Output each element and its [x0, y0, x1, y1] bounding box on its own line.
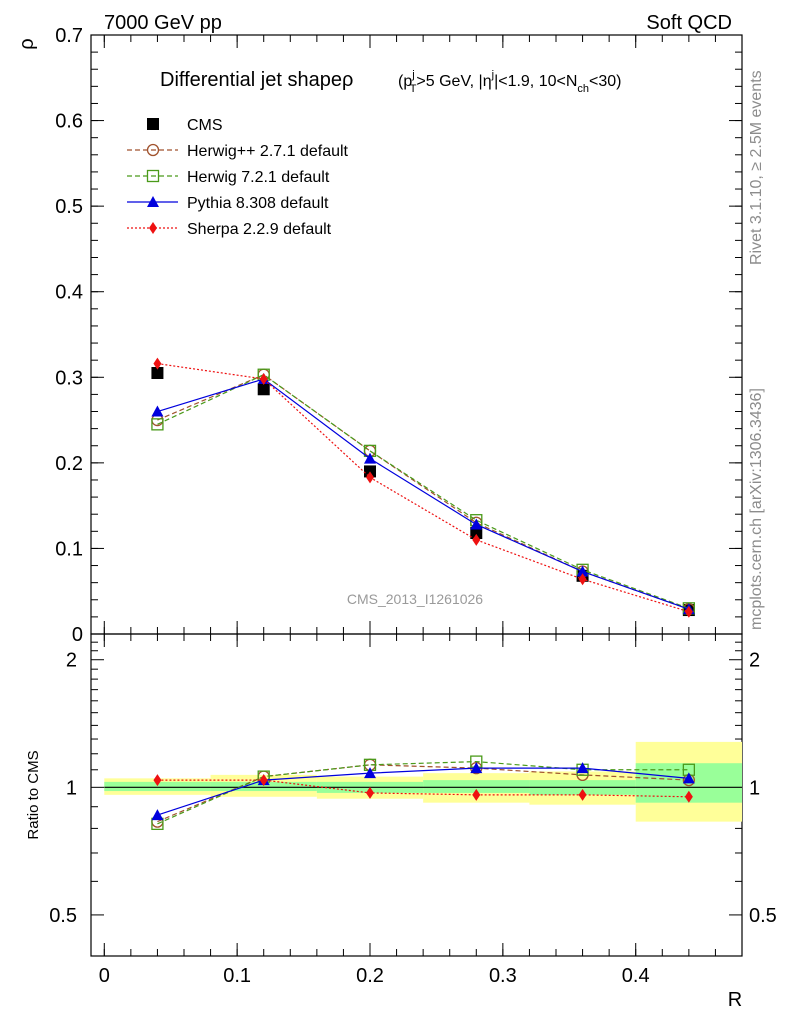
ratio-sherpa-point	[153, 774, 162, 787]
ratio-pythia-line	[157, 767, 689, 816]
main-series-group	[151, 357, 696, 618]
ratio-sherpa-line	[157, 779, 689, 798]
main-y-tick-label: 0.1	[55, 538, 83, 560]
ratio-pythia-point	[576, 762, 589, 774]
main-y-tick-label: 0.2	[55, 453, 83, 475]
ratio-y-tick-label-right: 1	[749, 777, 760, 799]
main-herwig7-point	[151, 418, 164, 431]
ratio-y-tick-label: 1	[66, 777, 77, 799]
ratio-band-inner	[210, 781, 317, 792]
legend-cms-label: CMS	[187, 117, 223, 134]
header-left: 7000 GeV pp	[104, 12, 222, 34]
ratio-sherpa-point	[366, 786, 374, 799]
ratio-y-tick-label-right: 2	[749, 650, 760, 672]
header-right: Soft QCD	[646, 12, 732, 34]
ratio-pythia-point	[151, 809, 164, 821]
ratio-pythia-point	[364, 767, 376, 779]
rivet-version-label: Rivet 3.1.10, ≥ 2.5M events	[748, 70, 765, 265]
legend-herwig7-label: Herwig 7.2.1 default	[187, 169, 330, 186]
ratio-uncertainty-bands	[104, 741, 742, 822]
ratio-pythia-point	[470, 762, 483, 774]
ratio-band-inner	[104, 781, 211, 792]
ratio-y-tick-label: 0.5	[49, 905, 77, 927]
x-tick-label: 0.1	[223, 965, 251, 987]
main-y-tick-label: 0.5	[55, 196, 83, 218]
plot-title-main: Differential jet shapeρ	[160, 69, 353, 91]
x-tick-label: 0	[99, 965, 110, 987]
ratio-sherpa-point	[472, 788, 481, 801]
main-y-tick-label: 0.3	[55, 367, 83, 389]
legend-pythia-marker	[147, 196, 159, 207]
main-cms-point	[470, 527, 483, 540]
legend-cms-marker	[147, 118, 159, 130]
ratio-y-tick-label: 2	[66, 650, 77, 672]
x-tick-label: 0.2	[356, 965, 384, 987]
legend-sherpa-marker	[149, 222, 157, 234]
main-cms-point	[257, 383, 270, 396]
mcplots-reference-label: mcplots.cern.ch [arXiv:1306.3436]	[748, 388, 765, 630]
main-y-tick-label: 0.4	[55, 282, 83, 304]
x-tick-label: 0.3	[489, 965, 517, 987]
main-cms-point	[151, 367, 164, 380]
main-pythia-point	[576, 565, 589, 577]
legend-herwigpp-label: Herwig++ 2.7.1 default	[187, 143, 349, 160]
legend: CMS Herwig++ 2.7.1 default Herwig 7.2.1 de…	[127, 117, 349, 238]
legend-pythia-label: Pythia 8.308 default	[187, 195, 329, 212]
main-sherpa-point	[472, 533, 481, 546]
main-y-tick-label: 0	[72, 624, 83, 646]
main-herwig7-line	[157, 374, 690, 609]
main-sherpa-line	[157, 363, 690, 613]
legend-sherpa-label: Sherpa 2.2.9 default	[187, 221, 332, 238]
main-sherpa-point	[259, 372, 268, 385]
main-sherpa-point	[578, 573, 587, 586]
legend-herwigpp-marker	[146, 143, 160, 157]
ratio-sherpa-point	[578, 788, 587, 801]
main-herwigpp-line	[157, 374, 690, 610]
main-pythia-point	[364, 452, 376, 464]
x-axis: 0 0.1 0.2 0.3 0.4	[99, 35, 743, 987]
ratio-y-tick-label-right: 0.5	[749, 905, 777, 927]
main-y-label: ρ	[16, 38, 38, 49]
ratio-band-inner	[423, 780, 530, 793]
ratio-sherpa-point	[259, 774, 268, 787]
main-y-tick-label: 0.6	[55, 111, 83, 133]
ratio-herwig7-line	[157, 760, 689, 825]
plot-title-sub: (pj T>5 GeV, |ηj|<1.9, 10<Nch<30)	[398, 69, 621, 95]
plot-title: Differential jet shapeρ (pj T>5 GeV, |ηj|…	[160, 69, 621, 95]
main-pythia-point	[470, 518, 483, 530]
main-pythia-point	[151, 405, 164, 417]
ratio-pythia-point	[682, 772, 695, 784]
ratio-series-group	[151, 755, 696, 831]
main-y-tick-label: 0.7	[55, 25, 83, 47]
main-y-axis: 0 0.1 0.2 0.3 0.4 0.5 0.6 0.7	[55, 25, 742, 646]
main-sherpa-point	[366, 471, 374, 484]
ratio-sherpa-point	[684, 790, 693, 803]
legend-herwig7-marker	[146, 169, 160, 183]
main-sherpa-point	[684, 605, 693, 618]
main-pythia-line	[157, 378, 690, 610]
analysis-watermark: CMS_2013_I1261026	[347, 591, 483, 607]
main-sherpa-point	[153, 357, 162, 370]
x-tick-label: 0.4	[622, 965, 650, 987]
x-axis-label: R	[728, 989, 742, 1011]
ratio-y-label: Ratio to CMS	[25, 750, 42, 839]
